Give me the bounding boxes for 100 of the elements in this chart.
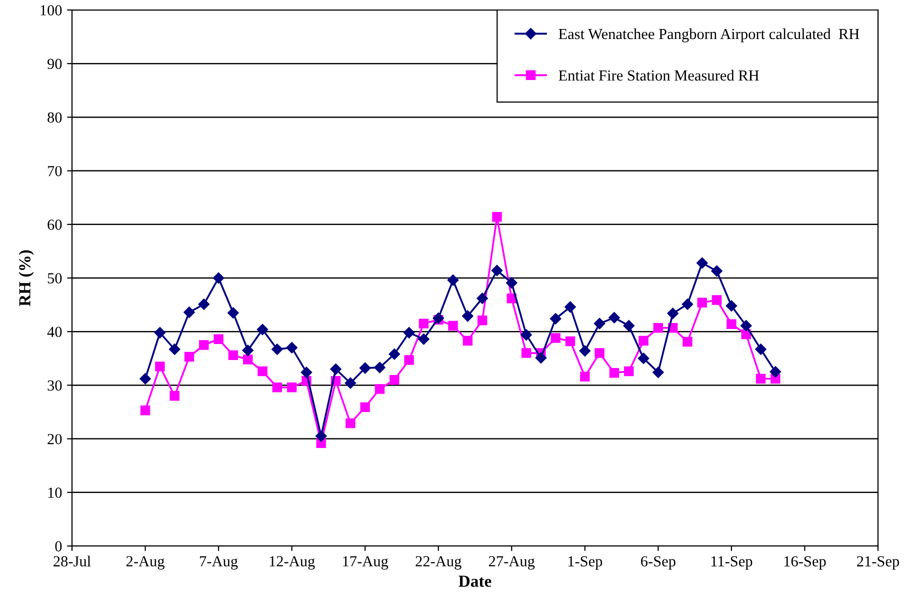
point — [638, 336, 648, 346]
point — [447, 274, 459, 286]
x-tick-label: 1-Sep — [568, 556, 602, 570]
y-tick-label: 30 — [48, 380, 62, 391]
point — [154, 327, 166, 338]
point — [404, 355, 414, 365]
point — [697, 298, 708, 308]
point — [624, 366, 634, 376]
y-tick-label: 80 — [48, 112, 62, 123]
y-tick-label: 70 — [48, 166, 62, 176]
x-tick-label: 16-Sep — [784, 556, 826, 570]
point — [346, 418, 356, 428]
point — [300, 366, 312, 378]
point — [256, 324, 268, 336]
point — [212, 272, 224, 284]
y-tick-label: 50 — [48, 273, 62, 284]
point — [638, 352, 650, 364]
x-axis-title: Date — [458, 576, 492, 587]
point — [388, 348, 400, 360]
point — [696, 257, 708, 269]
point — [608, 312, 620, 324]
y-tick-label: 100 — [40, 5, 62, 16]
point — [579, 345, 591, 356]
point — [228, 307, 239, 318]
legend-label: Entiat Fire Station Measured RH — [558, 70, 759, 81]
point — [330, 364, 342, 375]
point — [726, 300, 738, 312]
point — [418, 334, 430, 345]
point — [520, 329, 532, 340]
x-tick-label: 21-Sep — [857, 556, 900, 570]
point — [462, 336, 473, 346]
point — [770, 366, 782, 378]
point — [667, 308, 678, 319]
y-tick-label: 40 — [47, 326, 62, 338]
point — [491, 264, 503, 276]
point — [535, 352, 547, 364]
point — [740, 320, 752, 332]
point — [360, 402, 370, 412]
x-tick-label: 27-Aug — [488, 556, 535, 570]
point — [272, 344, 283, 355]
point — [623, 320, 634, 332]
legend-label: East Wenatchee Pangborn Airport calculated RH — [558, 28, 860, 42]
point — [390, 374, 400, 385]
point — [476, 292, 488, 304]
x-tick-label: 2-Aug — [126, 556, 164, 570]
point — [140, 406, 150, 416]
x-tick-label: 12-Aug — [270, 556, 315, 570]
x-tick-label: 7-Aug — [200, 556, 238, 570]
point — [140, 373, 151, 384]
x-tick-label: 28-Jul — [54, 556, 91, 566]
point — [168, 344, 180, 355]
point — [316, 430, 327, 442]
point — [198, 298, 210, 310]
y-tick-label: 60 — [48, 220, 62, 230]
point — [170, 391, 180, 401]
point — [521, 348, 532, 358]
point — [228, 350, 238, 360]
point — [462, 310, 474, 322]
point — [155, 362, 165, 372]
point — [448, 320, 458, 331]
point — [594, 318, 606, 330]
point — [344, 377, 356, 389]
point — [184, 352, 194, 362]
point — [726, 319, 736, 329]
point — [565, 336, 576, 346]
point — [756, 374, 766, 384]
point — [374, 362, 386, 374]
point — [682, 336, 692, 347]
point — [374, 384, 385, 394]
point — [594, 348, 604, 358]
y-tick-label: 20 — [48, 434, 62, 444]
point — [580, 372, 590, 382]
point — [755, 344, 766, 355]
y-axis-title: RH (%) — [18, 250, 34, 306]
x-tick-label: 17-Aug — [343, 556, 388, 570]
point — [712, 295, 722, 305]
point — [492, 212, 502, 222]
y-tick-label: 10 — [48, 488, 62, 498]
point — [272, 382, 282, 392]
point — [242, 344, 254, 356]
point — [184, 306, 195, 318]
y-tick-label: 90 — [47, 58, 62, 70]
point — [477, 315, 488, 326]
point — [258, 366, 268, 376]
point — [506, 277, 518, 288]
point — [214, 334, 224, 344]
point — [652, 366, 664, 378]
point — [609, 368, 620, 378]
point — [550, 333, 560, 343]
point — [682, 298, 694, 310]
y-tick-label: 0 — [55, 541, 62, 552]
point — [199, 340, 209, 350]
point — [711, 265, 722, 277]
x-tick-label: 11-Sep — [711, 556, 752, 570]
x-tick-label: 22-Aug — [416, 556, 462, 570]
point — [550, 313, 562, 324]
point — [286, 382, 297, 392]
point — [242, 354, 253, 364]
point — [653, 322, 664, 333]
point — [286, 342, 298, 354]
